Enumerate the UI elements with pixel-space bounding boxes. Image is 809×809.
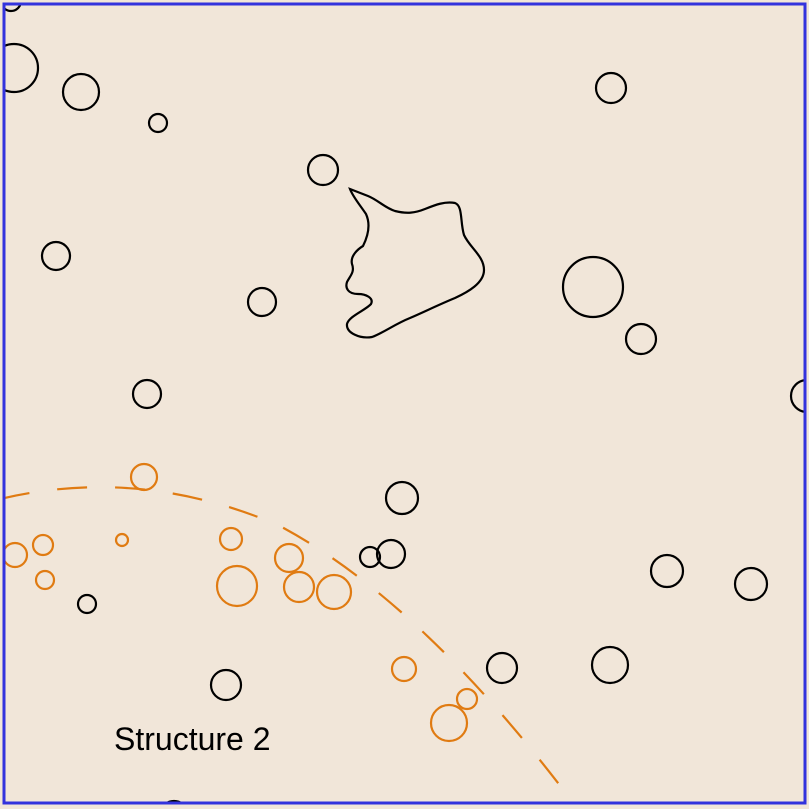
feature-pit (40, 240, 72, 272)
feature-pit (209, 668, 243, 702)
feature-pit (131, 378, 163, 410)
feature-pit (594, 71, 628, 105)
structure-2-posthole (390, 655, 418, 683)
structure-2-posthole (129, 462, 159, 492)
structure-2-posthole (218, 526, 244, 552)
structure-2-posthole (273, 542, 305, 574)
feature-pit (789, 379, 805, 413)
structure-2-posthole (215, 564, 259, 608)
structure-2-posthole (34, 569, 56, 591)
feature-pit (590, 645, 630, 685)
feature-pit (624, 322, 658, 356)
feature-pit (246, 286, 278, 318)
feature-pit (649, 553, 685, 589)
feature-pit (164, 799, 184, 803)
feature-pit (358, 545, 382, 569)
feature-pit (4, 4, 22, 13)
structure-2-posthole (455, 687, 479, 711)
structure-label: Structure 2 (114, 721, 271, 757)
structure-2-posthole (315, 573, 353, 611)
feature-pit (375, 538, 407, 570)
structure-2-posthole (429, 703, 469, 743)
feature-pit (384, 480, 420, 516)
structure-2 (4, 462, 572, 801)
structure-2-posthole (4, 541, 29, 569)
feature-pit (4, 42, 40, 94)
feature-pit (733, 566, 769, 602)
feature-pit (61, 72, 101, 112)
feature-pit (485, 651, 519, 685)
structure-2-outline (4, 486, 572, 801)
feature-pit (306, 153, 340, 187)
feature-pit (561, 255, 625, 319)
irregular-feature-outline (345, 187, 486, 339)
feature-pit (76, 593, 98, 615)
structure-2-posthole (31, 533, 55, 557)
structure-2-posthole (282, 570, 316, 604)
feature-pit (147, 112, 169, 134)
structure-2-posthole (114, 532, 130, 548)
